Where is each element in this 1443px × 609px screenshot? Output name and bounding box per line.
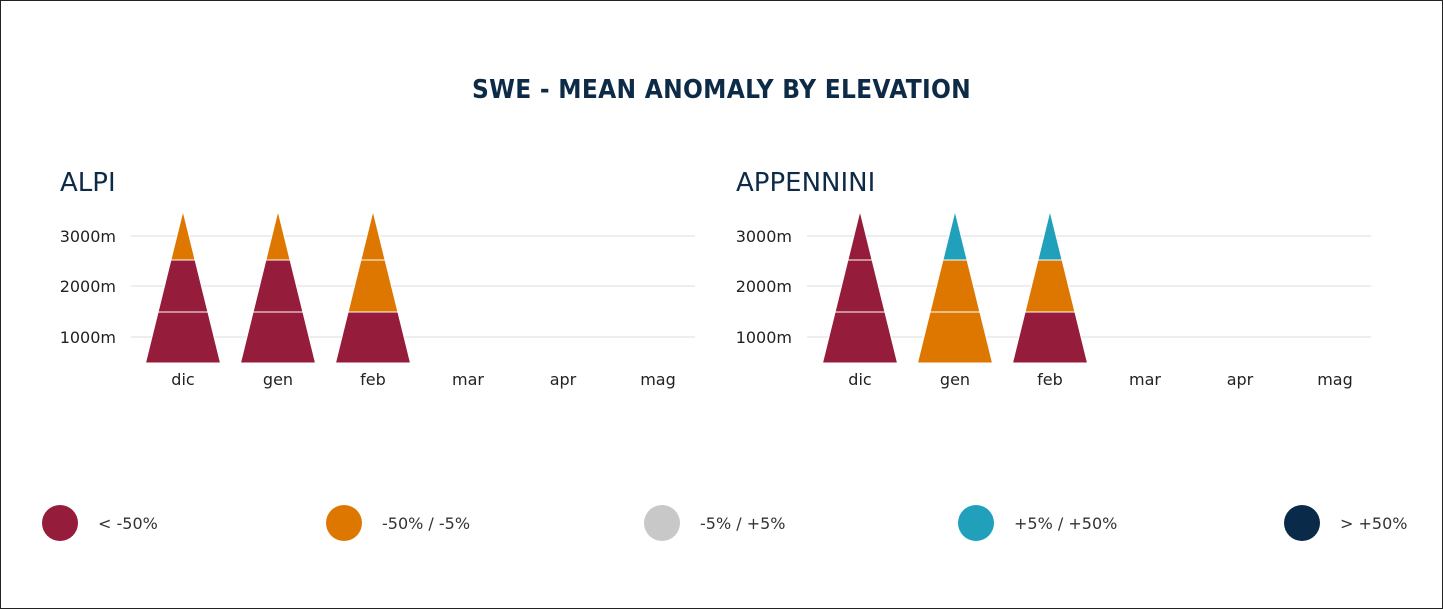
x-tick-label: feb xyxy=(1037,370,1063,389)
pyramid-segment xyxy=(170,210,196,261)
pyramid-segment xyxy=(144,311,222,364)
legend-item: -5% / +5% xyxy=(644,505,786,541)
pyramid-segment xyxy=(157,259,209,313)
pyramid-segment xyxy=(834,259,886,313)
pyramid-segment xyxy=(334,311,412,364)
legend-swatch xyxy=(1284,505,1320,541)
y-tick-label: 2000m xyxy=(60,277,116,296)
pyramid-segment xyxy=(265,210,291,261)
y-tick-label: 1000m xyxy=(60,328,116,347)
pyramid-segment xyxy=(942,210,968,261)
y-tick-label: 3000m xyxy=(736,227,792,246)
x-tick-label: mar xyxy=(452,370,484,389)
legend-label: +5% / +50% xyxy=(1014,513,1118,533)
legend-item: > +50% xyxy=(1284,505,1407,541)
legend-item: -50% / -5% xyxy=(326,505,470,541)
legend-item: < -50% xyxy=(42,505,158,541)
pyramid-segment xyxy=(821,311,899,364)
y-tick-label: 3000m xyxy=(60,227,116,246)
x-tick-label: apr xyxy=(1227,370,1254,389)
pyramid-segment xyxy=(1037,210,1063,261)
y-tick-label: 1000m xyxy=(736,328,792,347)
pyramid-segment xyxy=(1024,259,1076,313)
legend-swatch xyxy=(42,505,78,541)
x-tick-label: apr xyxy=(550,370,577,389)
pyramid-segment xyxy=(929,259,981,313)
panel-title: APPENNINI xyxy=(736,168,875,198)
pyramid-segment xyxy=(347,259,399,313)
legend-swatch xyxy=(326,505,362,541)
pyramid-segment xyxy=(252,259,304,313)
x-tick-label: mag xyxy=(640,370,676,389)
x-tick-label: gen xyxy=(263,370,293,389)
x-tick-label: dic xyxy=(848,370,871,389)
pyramid-segment xyxy=(847,210,873,261)
pyramid-segment xyxy=(916,311,994,364)
legend-label: < -50% xyxy=(98,513,158,533)
pyramid-segment xyxy=(1011,311,1089,364)
legend-label: > +50% xyxy=(1340,513,1408,533)
x-tick-label: feb xyxy=(360,370,386,389)
x-tick-label: gen xyxy=(940,370,970,389)
pyramid-segment xyxy=(239,311,317,364)
x-tick-label: dic xyxy=(171,370,194,389)
legend-label: -50% / -5% xyxy=(382,513,471,533)
y-tick-label: 2000m xyxy=(736,277,792,296)
x-tick-label: mag xyxy=(1317,370,1353,389)
legend-item: +5% / +50% xyxy=(958,505,1117,541)
legend-swatch xyxy=(958,505,994,541)
x-tick-label: mar xyxy=(1129,370,1161,389)
chart-title: SWE - MEAN ANOMALY BY ELEVATION xyxy=(472,75,971,105)
legend-swatch xyxy=(644,505,680,541)
panel-title: ALPI xyxy=(60,168,116,198)
legend-label: -5% / +5% xyxy=(700,513,786,533)
pyramid-segment xyxy=(360,210,386,261)
